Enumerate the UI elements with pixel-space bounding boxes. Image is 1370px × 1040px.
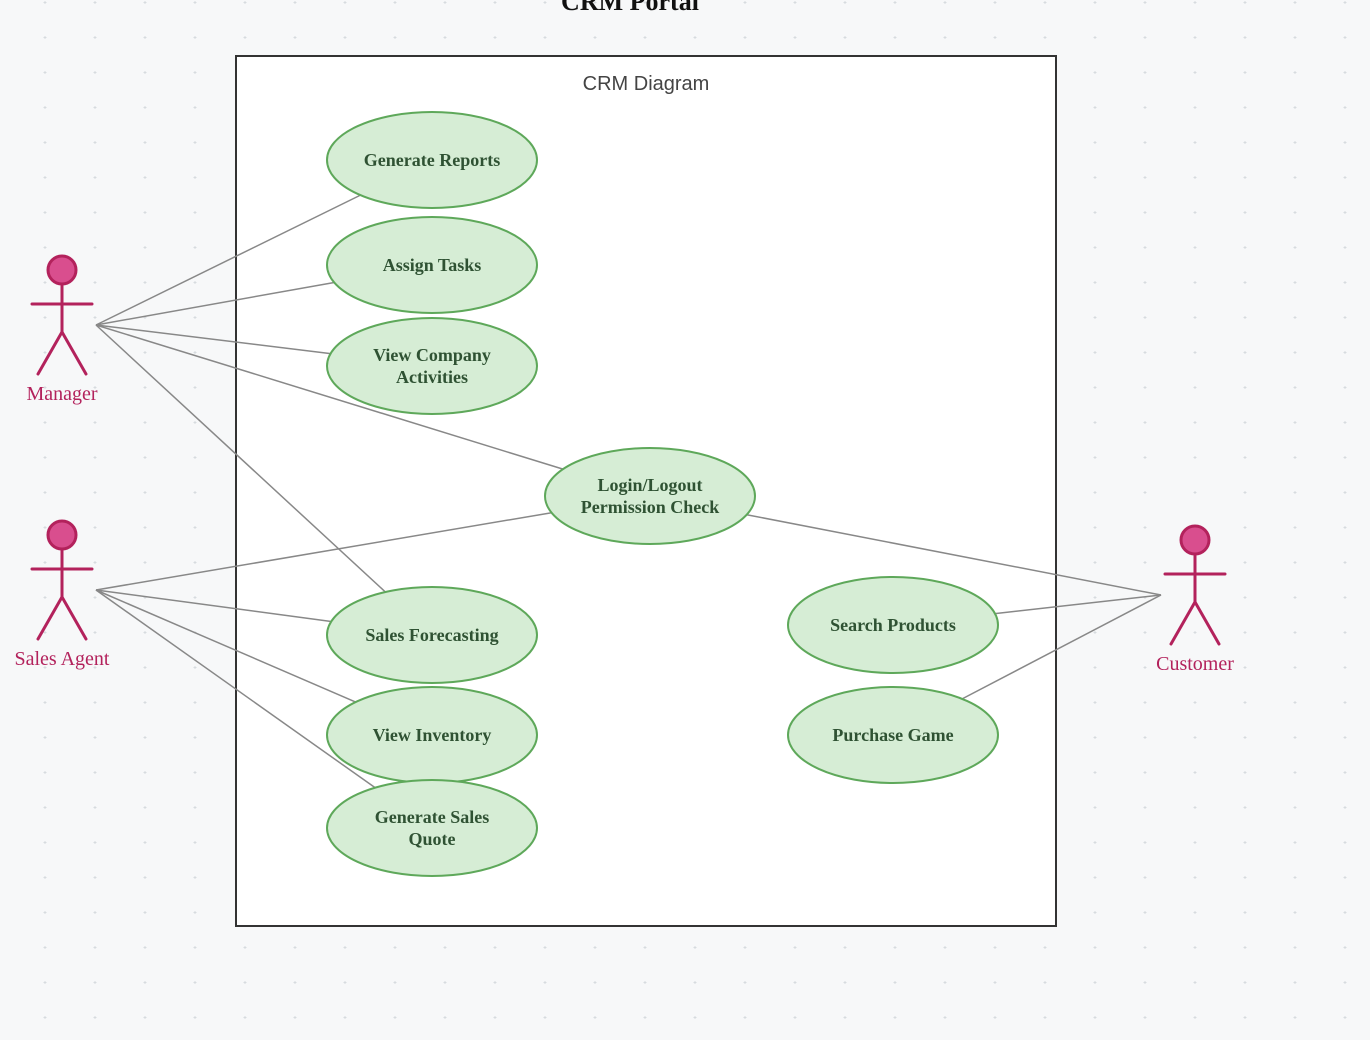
usecase-label: Search Products [830,615,956,635]
usecase-ellipse [327,780,537,876]
usecase-label: Sales Forecasting [365,625,498,645]
usecase-assign_tasks[interactable]: Assign Tasks [327,217,537,313]
diagram-stage: CRM Diagram CRM Portal Generate Reports Ass… [0,0,1370,1040]
diagram-title: CRM Portal [561,0,699,16]
actor-leg-right-icon [62,332,86,374]
actor-leg-left-icon [1171,602,1195,644]
actor-head-icon [48,521,76,549]
usecase-label: Generate Reports [364,150,500,170]
usecase-login[interactable]: Login/LogoutPermission Check [545,448,755,544]
usecase-label: View Inventory [373,725,492,745]
usecase-gen_reports[interactable]: Generate Reports [327,112,537,208]
usecase-view_company[interactable]: View CompanyActivities [327,318,537,414]
actor-label: Customer [1156,653,1234,675]
actor-leg-left-icon [38,597,62,639]
actor-manager[interactable]: Manager [26,256,97,405]
usecase-label: Quote [409,829,456,849]
usecase-label: Login/Logout [597,475,702,495]
system-boundary-label: CRM Diagram [583,73,710,95]
actor-customer[interactable]: Customer [1156,526,1234,675]
actor-leg-right-icon [1195,602,1219,644]
usecase-label: View Company [373,345,491,365]
actor-leg-left-icon [38,332,62,374]
actor-head-icon [48,256,76,284]
usecase-view_inv[interactable]: View Inventory [327,687,537,783]
usecase-label: Activities [396,367,468,387]
actor-label: Manager [26,383,97,405]
actor-leg-right-icon [62,597,86,639]
use-case-diagram-svg: CRM Diagram CRM Portal Generate Reports Ass… [0,0,1370,1040]
usecase-label: Generate Sales [375,807,489,827]
usecase-gen_quote[interactable]: Generate SalesQuote [327,780,537,876]
usecase-ellipse [327,318,537,414]
usecase-purchase_game[interactable]: Purchase Game [788,687,998,783]
usecase-label: Permission Check [581,497,720,517]
usecase-ellipse [545,448,755,544]
usecase-sales_forecast[interactable]: Sales Forecasting [327,587,537,683]
actor-label: Sales Agent [15,648,110,670]
usecase-search_prod[interactable]: Search Products [788,577,998,673]
actor-head-icon [1181,526,1209,554]
usecase-label: Assign Tasks [383,255,482,275]
usecase-label: Purchase Game [832,725,953,745]
actor-salesagent[interactable]: Sales Agent [15,521,110,670]
